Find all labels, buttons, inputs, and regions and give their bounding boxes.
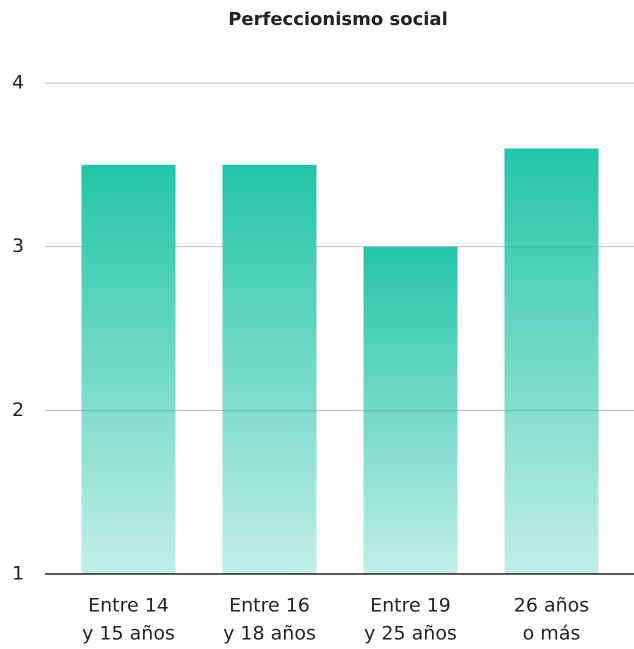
y-tick-label: 3: [12, 235, 24, 257]
bar: [81, 164, 176, 575]
x-tick-label: Entre 16: [229, 595, 310, 617]
x-tick-label: 26 años: [514, 595, 589, 617]
chart-title: Perfeccionismo social: [228, 9, 448, 30]
bar: [222, 164, 317, 575]
x-tick-label: o más: [523, 623, 581, 645]
y-tick-label: 1: [12, 563, 24, 585]
x-tick-label: Entre 19: [370, 595, 451, 617]
x-tick-label: y 25 años: [364, 623, 457, 645]
x-tick-label: Entre 14: [88, 595, 169, 617]
x-tick-label: y 18 años: [223, 623, 316, 645]
y-tick-label: 4: [12, 72, 24, 94]
x-tick-label: y 15 años: [82, 623, 175, 645]
y-tick-label: 2: [12, 399, 24, 421]
bar: [504, 148, 599, 574]
bar: [363, 246, 458, 574]
